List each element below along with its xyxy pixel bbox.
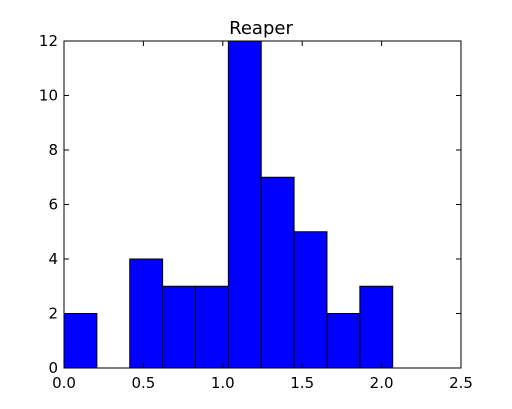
y-tick-label: 10	[39, 87, 58, 105]
y-tick-label: 8	[48, 141, 58, 159]
histogram-bar	[63, 313, 98, 369]
y-tick-label: 12	[39, 32, 58, 50]
histogram-bar	[194, 285, 229, 369]
x-tick-label: 1.0	[211, 374, 235, 392]
x-tick-label: 0.5	[131, 374, 155, 392]
y-tick-label: 4	[48, 250, 58, 268]
histogram-bar	[227, 40, 262, 369]
histogram-bar	[129, 258, 164, 369]
bars-group	[63, 40, 394, 369]
histogram-bar	[359, 285, 394, 369]
x-tick-label: 0.0	[52, 374, 76, 392]
histogram-bar	[162, 285, 196, 369]
axes-frame	[63, 40, 462, 369]
histogram-bar	[293, 231, 328, 369]
x-tick-label: 2.5	[449, 374, 473, 392]
y-tick-label: 0	[48, 359, 58, 377]
chart-title: Reaper	[229, 18, 293, 39]
x-tick-label: 1.5	[290, 374, 314, 392]
y-tick-label: 6	[48, 196, 58, 214]
histogram-bar	[326, 313, 361, 369]
y-tick-label: 2	[48, 305, 58, 323]
x-tick-label: 2.0	[370, 374, 394, 392]
histogram-bar	[260, 176, 295, 369]
